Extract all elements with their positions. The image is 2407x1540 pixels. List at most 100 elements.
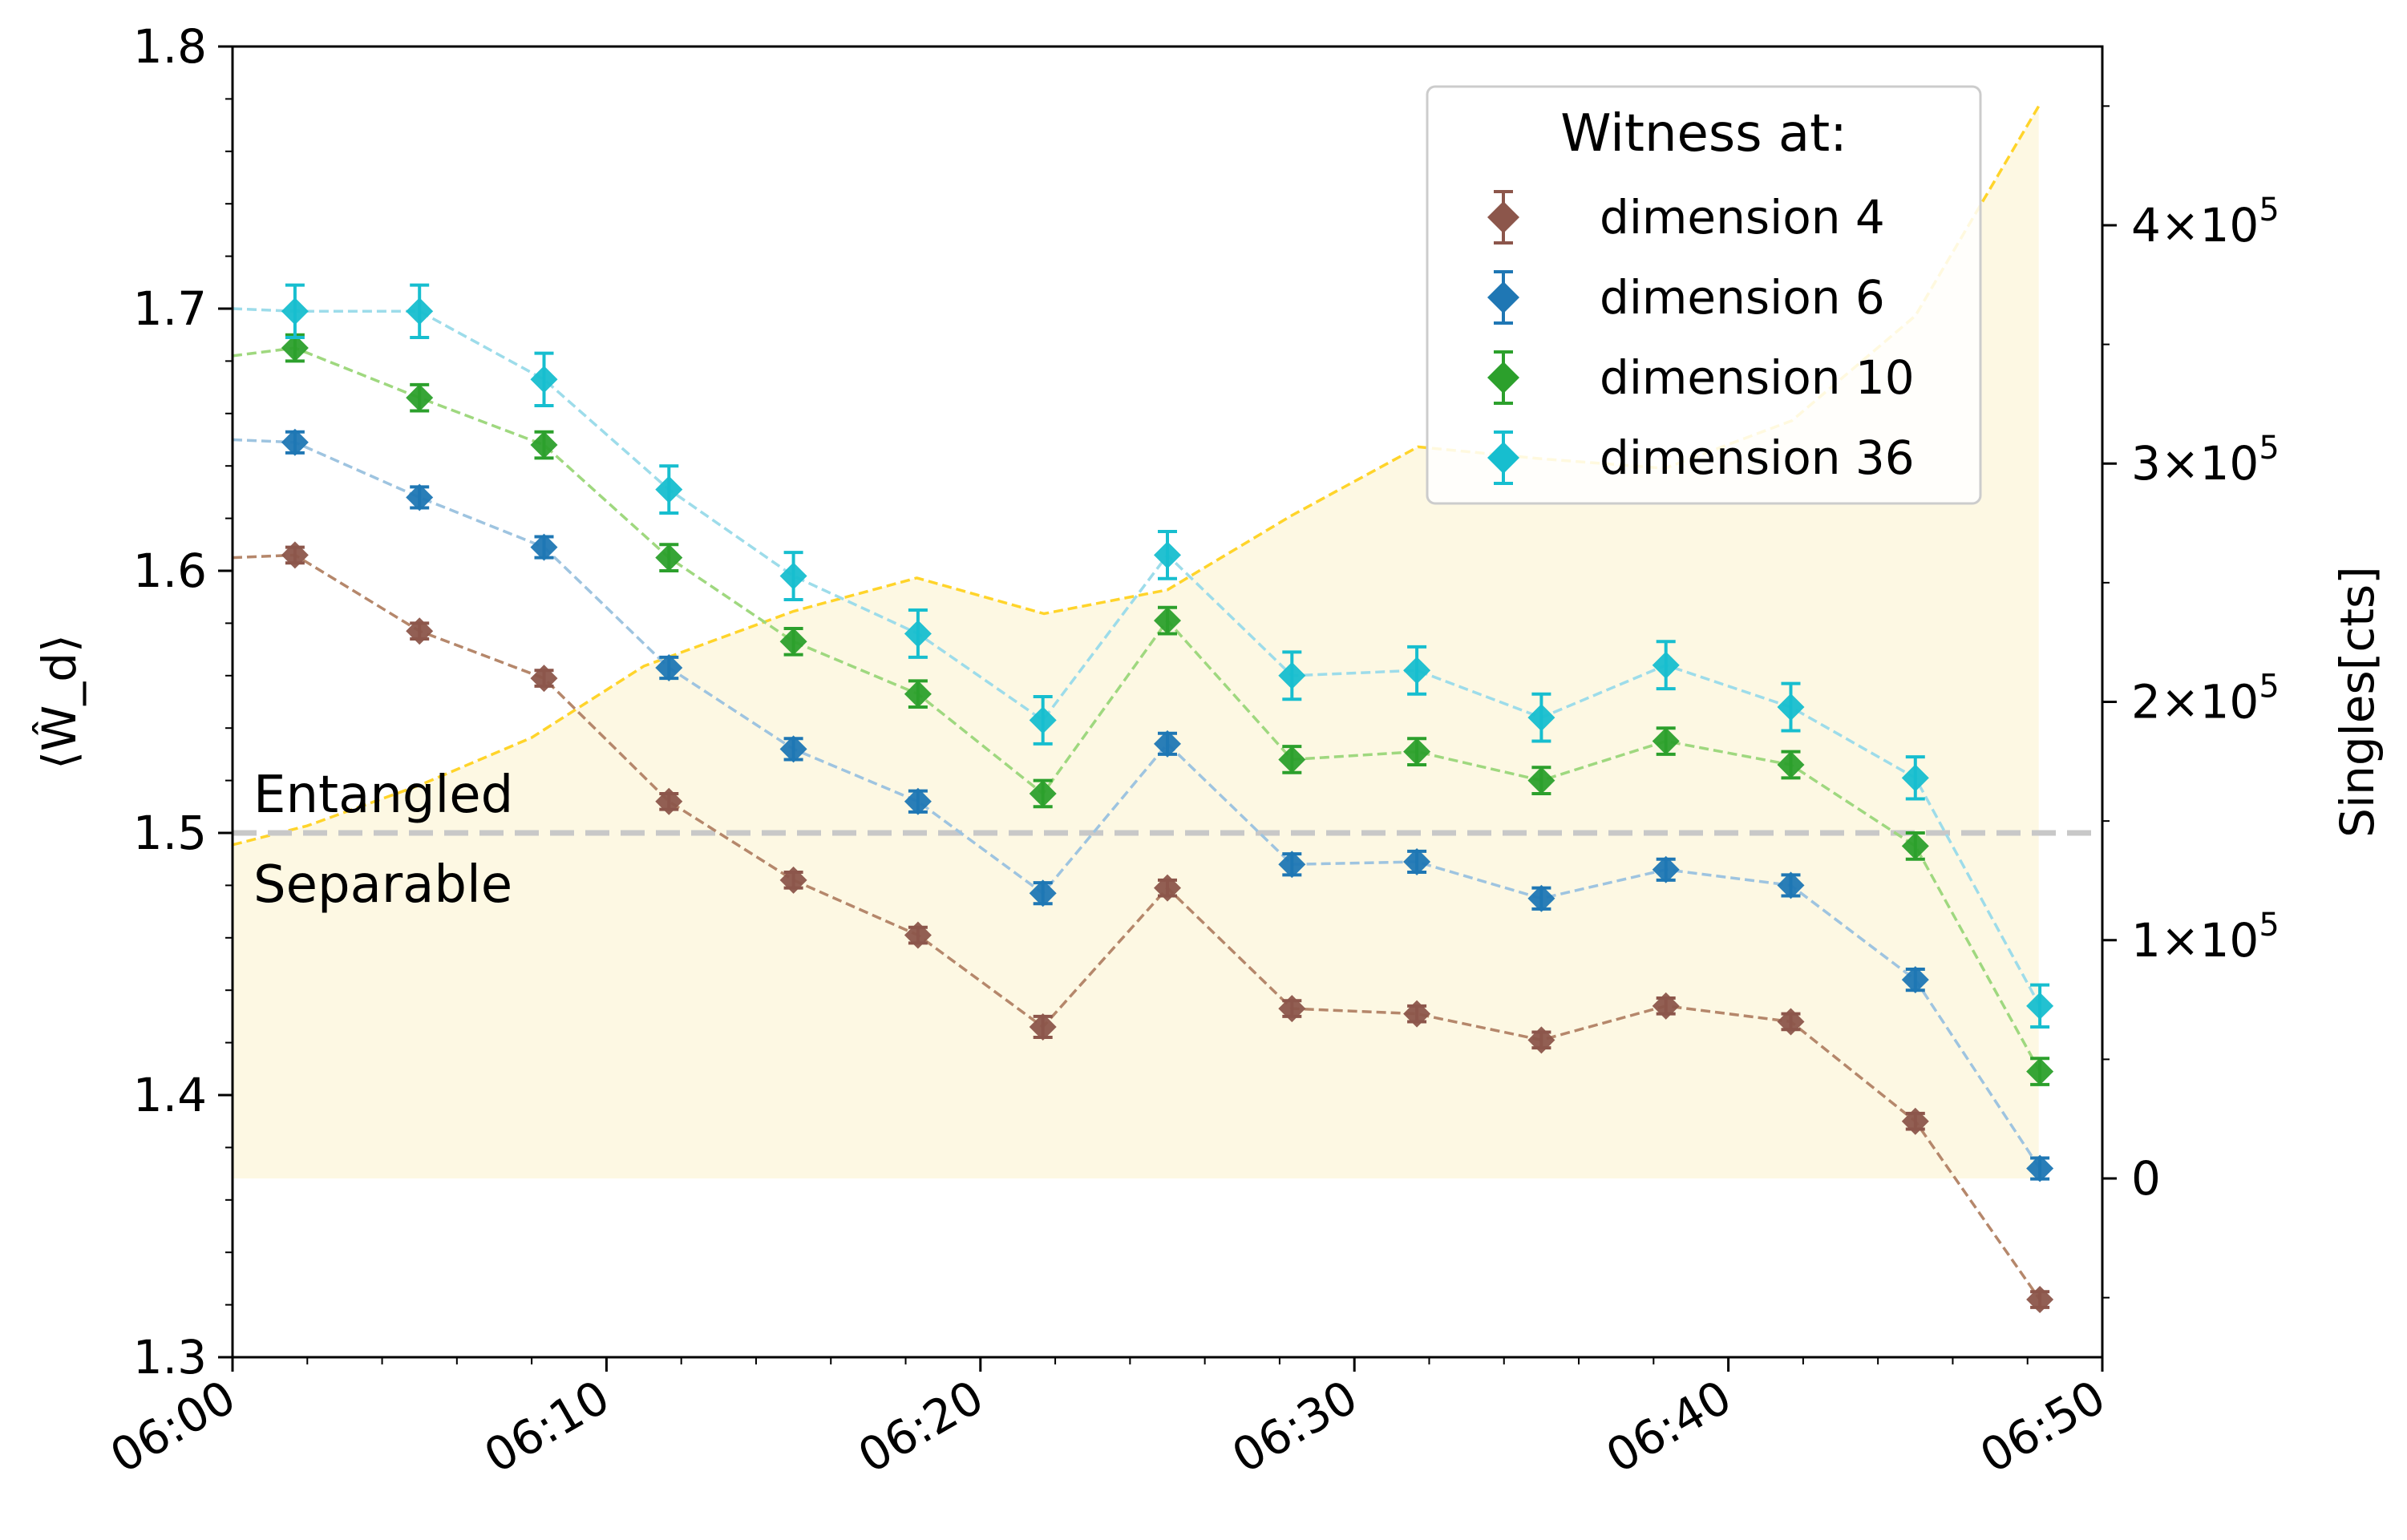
data-point-3-3 [655,464,683,515]
data-point-3-1 [406,283,434,339]
tick-exponent: 5 [2259,192,2279,228]
data-point-2-11 [1652,726,1680,756]
data-marker [1777,693,1805,721]
data-marker [1154,730,1181,758]
data-marker [1652,992,1680,1020]
data-point-1-12 [1777,871,1805,899]
data-marker [1029,779,1057,807]
data-point-0-0 [281,541,309,569]
data-marker [2026,992,2054,1020]
data-point-0-5 [904,921,932,949]
data-marker [655,475,683,503]
data-point-2-13 [1901,831,1929,861]
series-line-0 [232,553,2041,1301]
data-point-0-11 [1652,992,1680,1020]
legend-entry-0: dimension 4 [1487,190,1885,245]
data-marker [1527,704,1555,732]
legend-box [1426,85,1982,505]
data-marker [406,384,434,412]
data-point-2-10 [1527,766,1555,795]
data-point-2-5 [904,679,932,709]
data-point-1-13 [1901,966,1929,994]
data-point-0-3 [655,787,683,815]
series-line-3 [232,307,2041,1007]
right-tick-label: 0 [2131,1151,2161,1206]
data-marker [1278,995,1306,1023]
legend: Witness at: dimension 4 dimension 6 dimensi… [1426,85,1982,505]
data-point-0-9 [1403,1000,1431,1028]
data-point-2-1 [406,382,434,413]
data-point-2-2 [530,430,558,460]
series-lines-layer [232,307,2041,1301]
legend-title: Witness at: [1560,104,1847,164]
data-marker [2026,1286,2054,1314]
data-marker [1403,847,1431,875]
legend-marker [1487,201,1519,233]
data-point-1-5 [904,787,932,815]
data-marker [1403,738,1431,766]
legend-marker [1487,362,1519,394]
x-tick-label: 06:30 [1223,1369,1366,1483]
data-point-2-9 [1403,737,1431,766]
data-marker [1777,750,1805,778]
data-point-0-8 [1278,995,1306,1023]
x-tick-label: 06:00 [101,1369,245,1483]
series-line-2 [232,346,2041,1073]
data-marker [406,483,434,511]
data-marker [655,787,683,815]
data-point-1-8 [1278,851,1306,879]
data-point-2-6 [1029,778,1057,809]
data-marker [1901,966,1929,994]
legend-label: dimension 10 [1600,350,1915,405]
data-point-3-9 [1403,645,1431,696]
legend-marker [1487,281,1519,313]
data-marker [779,628,807,656]
data-point-3-13 [1901,755,1929,801]
tick-mantissa: 2×10 [2131,675,2259,730]
threshold-layer: Entangled Separable [233,766,2102,915]
data-point-0-1 [406,617,434,645]
data-marker [1901,764,1929,792]
data-marker [281,541,309,569]
data-point-1-6 [1029,879,1057,907]
data-point-2-4 [779,626,807,657]
data-point-2-3 [655,543,683,572]
data-marker [1154,541,1181,569]
data-point-1-14 [2026,1154,2054,1182]
x-tick-label: 06:50 [1971,1369,2114,1483]
data-marker [904,680,932,708]
x-tick-label: 06:10 [475,1369,619,1483]
data-point-3-14 [2026,983,2054,1029]
data-point-1-10 [1527,884,1555,912]
tick-mantissa: 3×10 [2131,436,2259,491]
tick-mantissa: 0 [2131,1151,2161,1206]
x-tick-label: 06:40 [1597,1369,1741,1483]
data-point-1-1 [406,483,434,511]
data-marker [2026,1154,2054,1182]
data-marker [904,620,932,648]
data-marker [1527,884,1555,912]
data-marker [2026,1057,2054,1085]
data-marker [904,921,932,949]
data-point-3-0 [281,283,309,339]
left-axis-label: ⟨Ŵ_d⟩ [31,634,87,769]
data-marker [1029,879,1057,907]
left-tick-label: 1.4 [133,1068,207,1122]
series-line-1 [232,438,2041,1170]
right-tick-label: 2×105 [2131,669,2280,730]
data-marker [1403,657,1431,685]
data-point-2-7 [1154,605,1181,636]
data-marker [1403,1000,1431,1028]
data-marker [530,533,558,561]
data-marker [1029,1013,1057,1041]
data-marker [281,334,309,362]
data-marker [1652,651,1680,679]
data-marker [1652,727,1680,755]
data-marker [1029,706,1057,734]
data-marker [406,297,434,325]
data-point-2-14 [2026,1057,2054,1086]
data-marker [1777,1008,1805,1036]
left-tick-label: 1.7 [133,281,207,336]
legend-label: dimension 36 [1600,430,1915,485]
